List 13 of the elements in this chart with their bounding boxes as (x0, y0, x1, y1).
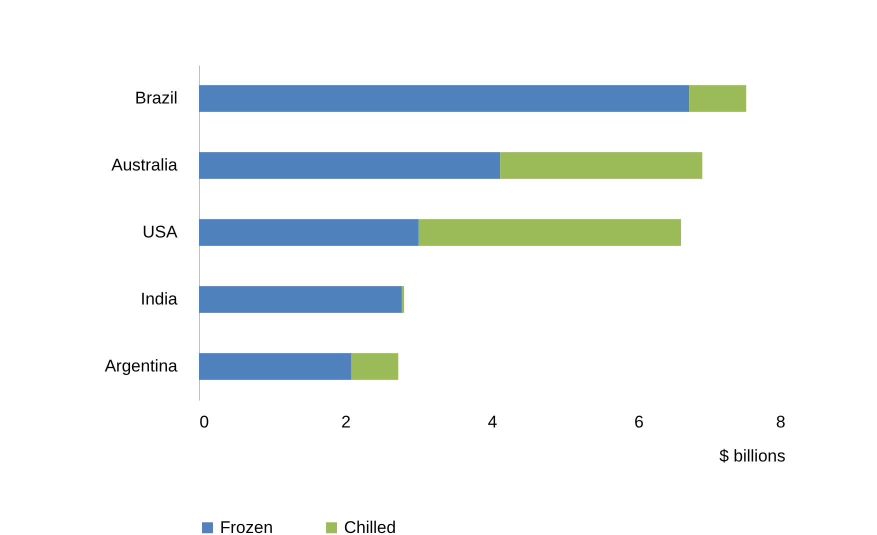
x-tick-label: 6 (634, 412, 644, 432)
y-tick-label: USA (142, 222, 178, 242)
x-tick-label: 4 (488, 412, 498, 432)
x-axis-title: $ billions (719, 446, 786, 466)
legend-label: Frozen (220, 518, 273, 535)
y-tick-label: Brazil (134, 88, 178, 108)
x-tick-label: 2 (341, 412, 351, 432)
x-tick-label: 8 (776, 412, 786, 432)
legend-label: Chilled (344, 518, 396, 535)
y-tick-label: Australia (111, 156, 178, 174)
x-tick-label: 0 (200, 412, 209, 432)
y-tick-label: India (140, 290, 178, 308)
y-tick-label: Argentina (104, 356, 178, 376)
